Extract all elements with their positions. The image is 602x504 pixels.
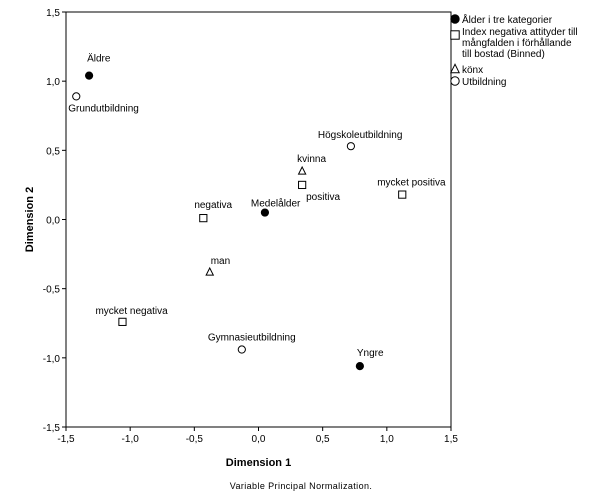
x-tick-label: 1,5 bbox=[444, 434, 458, 445]
y-tick-label: 1,0 bbox=[46, 77, 60, 88]
series-group: Grundutbildning Högskoleutbildning Gymnasi… bbox=[68, 92, 403, 354]
legend-entry-text: Ålder i tre kategorier bbox=[462, 13, 553, 26]
series-group: negativa positiva mycket positiva mycket ne… bbox=[95, 178, 446, 326]
data-points: Äldre Medelålder Yngre negativa positiva myck… bbox=[68, 53, 446, 371]
point-label: Gymnasieutbildning bbox=[208, 333, 296, 344]
square-marker bbox=[398, 190, 407, 199]
square-marker bbox=[450, 30, 460, 40]
plot-frame bbox=[65, 11, 452, 428]
y-tick-label: 0,5 bbox=[46, 146, 60, 157]
x-tick-label: -1,5 bbox=[57, 434, 75, 445]
open-circle-marker bbox=[450, 76, 460, 86]
triangle-marker bbox=[449, 63, 461, 74]
point-label: Högskoleutbildning bbox=[318, 130, 403, 141]
series-group: Äldre Medelålder Yngre bbox=[85, 53, 384, 371]
legend-entry-text: mångfalden i förhållande bbox=[462, 37, 572, 49]
triangle-marker bbox=[297, 165, 307, 175]
square-marker bbox=[298, 180, 307, 190]
legend-entry-text: Index negativa attityder till bbox=[462, 27, 578, 38]
y-tick-label: 1,5 bbox=[46, 8, 60, 19]
filled-circle-marker bbox=[85, 71, 94, 80]
point-label: Medelålder bbox=[251, 198, 301, 210]
legend-entry-text: Utbildning bbox=[462, 77, 506, 88]
x-tick-label: -0,5 bbox=[186, 434, 204, 445]
legend-entry-text: till bostad (Binned) bbox=[462, 49, 545, 60]
x-tick-label: -1,0 bbox=[122, 434, 140, 445]
axes: -1,5 -1,0 -0,5 0,0 0,5 1,0 1,5 -1,5 -1,0 -0,5 0,0 0… bbox=[43, 8, 459, 445]
y-tick-label: -0,5 bbox=[43, 285, 61, 296]
open-circle-marker bbox=[346, 142, 355, 151]
square-marker bbox=[199, 214, 208, 223]
filled-circle-marker bbox=[450, 14, 460, 24]
triangle-marker bbox=[205, 266, 215, 276]
x-tick-label: 0,5 bbox=[316, 434, 330, 445]
filled-circle-marker bbox=[355, 362, 364, 371]
point-label: man bbox=[211, 256, 230, 267]
point-label: positiva bbox=[306, 192, 340, 203]
point-label: negativa bbox=[194, 200, 232, 211]
series-group: kvinna man bbox=[205, 154, 326, 276]
y-tick-label: -1,0 bbox=[43, 354, 61, 365]
point-label: mycket negativa bbox=[95, 306, 168, 317]
open-circle-marker bbox=[237, 345, 246, 354]
open-circle-marker bbox=[72, 92, 81, 101]
point-label: kvinna bbox=[297, 154, 326, 165]
point-label: Yngre bbox=[357, 348, 384, 359]
plot-area bbox=[65, 11, 452, 428]
square-marker bbox=[118, 317, 127, 326]
filled-circle-marker bbox=[260, 208, 270, 217]
y-tick-label: 0,0 bbox=[46, 216, 60, 227]
legend-entry-text: könx bbox=[462, 65, 483, 76]
x-tick-label: 1,0 bbox=[380, 434, 394, 445]
point-label: mycket positiva bbox=[377, 178, 446, 189]
x-axis-title: Dimension 1 bbox=[226, 457, 291, 469]
x-tick-label: 0,0 bbox=[252, 434, 266, 445]
footnote: Variable Principal Normalization. bbox=[230, 481, 373, 491]
point-label: Grundutbildning bbox=[68, 103, 139, 114]
point-label: Äldre bbox=[87, 53, 111, 65]
y-tick-label: -1,5 bbox=[43, 423, 61, 434]
y-axis-title: Dimension 2 bbox=[24, 187, 36, 252]
